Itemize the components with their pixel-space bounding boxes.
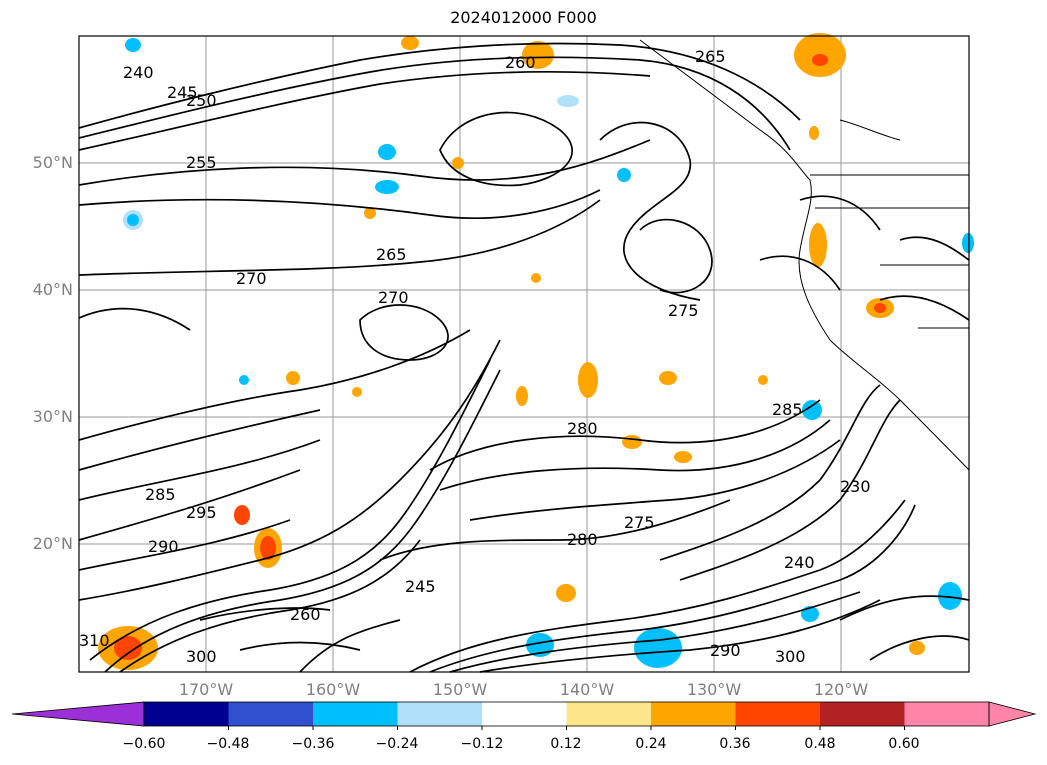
grid-lines bbox=[79, 36, 969, 672]
colorbar-segment bbox=[228, 702, 314, 726]
contour-label: 290 bbox=[710, 641, 741, 660]
contour-label: 255 bbox=[186, 153, 217, 172]
contour-label: 265 bbox=[695, 47, 726, 66]
colorbar-tick-label: 0.12 bbox=[550, 736, 582, 752]
colorbar-segment bbox=[651, 702, 736, 726]
contour-label: 285 bbox=[145, 485, 176, 504]
contour-label: 310 bbox=[79, 631, 110, 650]
colorbar-tick-label: −0.36 bbox=[291, 736, 335, 752]
colorbar-tick-label: 0.36 bbox=[719, 736, 751, 752]
contour-label: 260 bbox=[290, 605, 321, 624]
contour-label: 285 bbox=[772, 400, 803, 419]
colorbar-tick-label: −0.12 bbox=[460, 736, 504, 752]
colorbar-tick-label: 0.48 bbox=[804, 736, 836, 752]
lon-label: 140°W bbox=[559, 680, 615, 699]
contour-label: 295 bbox=[186, 503, 217, 522]
contour-label: 270 bbox=[236, 269, 267, 288]
contour-label: 290 bbox=[148, 537, 179, 556]
contour-label: 265 bbox=[376, 245, 407, 264]
contour-label: 230 bbox=[840, 477, 871, 496]
map-plot-area bbox=[79, 36, 969, 672]
colorbar-segment bbox=[566, 702, 652, 726]
lon-label: 150°W bbox=[432, 680, 488, 699]
contour-label: 260 bbox=[505, 53, 536, 72]
contour-label: 275 bbox=[668, 301, 699, 320]
colorbar-segment bbox=[735, 702, 821, 726]
contour-label: 280 bbox=[567, 419, 598, 438]
contour-lines bbox=[78, 42, 970, 673]
contour-label: 245 bbox=[405, 577, 436, 596]
map-frame bbox=[78, 35, 970, 673]
lat-label: 20°N bbox=[32, 534, 73, 553]
lat-label: 50°N bbox=[32, 153, 73, 172]
colorbar-low-extend bbox=[11, 701, 145, 727]
lat-label: 30°N bbox=[32, 407, 73, 426]
colorbar-tick-label: 0.60 bbox=[888, 736, 920, 752]
colorbar-segment bbox=[313, 702, 398, 726]
colorbar-segment bbox=[397, 702, 483, 726]
contour-label: 300 bbox=[775, 647, 806, 666]
colorbar bbox=[11, 701, 1037, 730]
colorbar-segment bbox=[904, 702, 990, 726]
contour-label: 240 bbox=[784, 553, 815, 572]
lon-label: 120°W bbox=[813, 680, 869, 699]
colorbar-tick-label: −0.24 bbox=[375, 736, 419, 752]
shaded-anomalies bbox=[98, 33, 974, 670]
contour-label: 300 bbox=[186, 647, 217, 666]
contour-label: 240 bbox=[123, 63, 154, 82]
lat-label: 40°N bbox=[32, 280, 73, 299]
coastlines bbox=[639, 39, 970, 471]
lon-label: 130°W bbox=[686, 680, 742, 699]
contour-label: 275 bbox=[624, 513, 655, 532]
colorbar-segment bbox=[820, 702, 905, 726]
lon-label: 170°W bbox=[178, 680, 234, 699]
colorbar-segment bbox=[144, 702, 229, 726]
contour-label-group: 240 245 250 255 260 265 270 275 280 285 … bbox=[79, 47, 871, 666]
contour-label: 250 bbox=[186, 91, 217, 110]
colorbar-tick-label: 0.24 bbox=[635, 736, 667, 752]
colorbar-segment bbox=[482, 702, 567, 726]
lon-label: 160°W bbox=[305, 680, 361, 699]
contour-label: 280 bbox=[567, 530, 598, 549]
map-title: 2024012000 F000 bbox=[450, 8, 597, 27]
colorbar-tick-label: −0.48 bbox=[206, 736, 250, 752]
contour-label: 270 bbox=[378, 288, 409, 307]
contour-label: 245 bbox=[167, 83, 198, 102]
colorbar-high-extend bbox=[988, 701, 1037, 727]
colorbar-tick-label: −0.60 bbox=[122, 736, 166, 752]
